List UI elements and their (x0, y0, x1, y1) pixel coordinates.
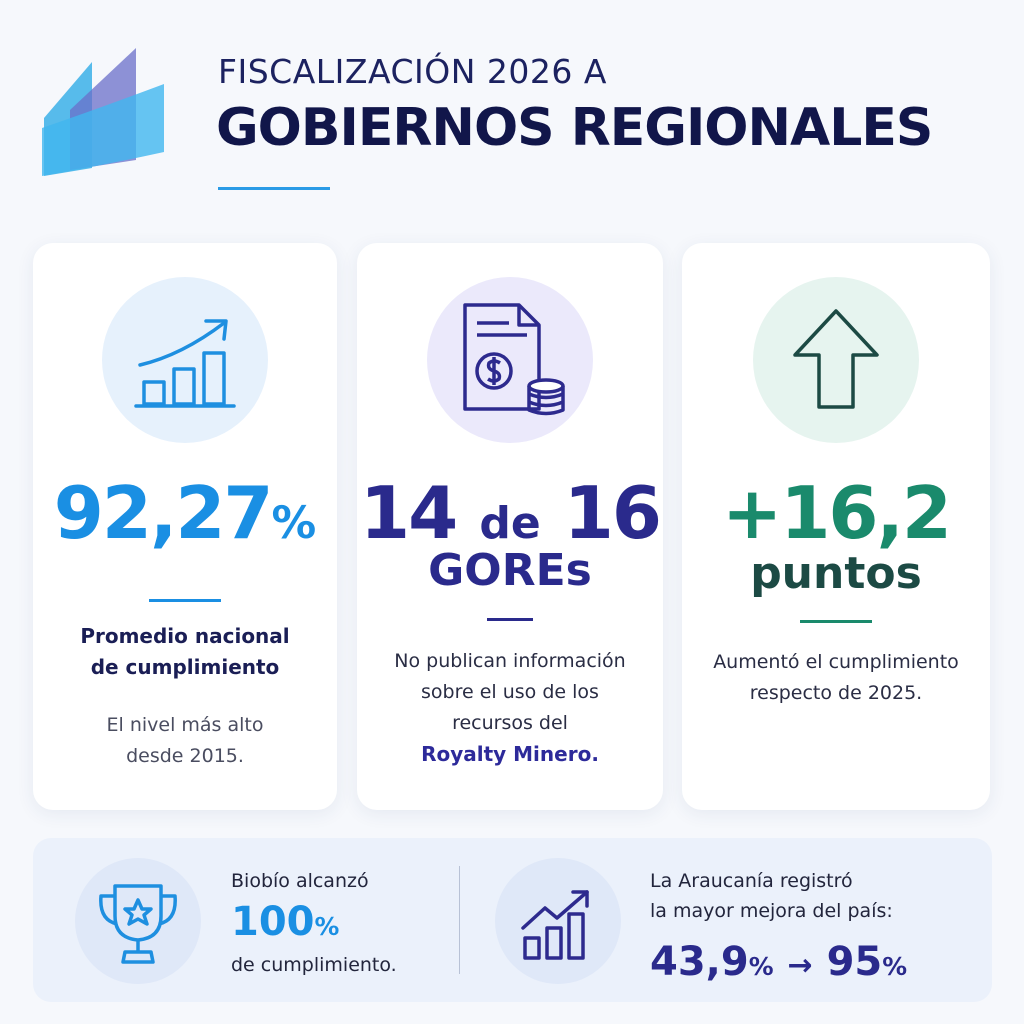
label: Promedio nacional de cumplimiento (33, 621, 337, 683)
stat-unit: % (271, 497, 317, 549)
stat: +16,2 (722, 471, 952, 555)
stat-value: 14 (360, 471, 458, 555)
left-stat: 100% (231, 902, 339, 947)
icon-circle (495, 858, 621, 984)
logo (42, 48, 164, 176)
stat-subtitle: puntos (750, 548, 922, 599)
note-line: El nivel más alto (106, 714, 264, 736)
to-unit: % (882, 952, 908, 981)
icon-circle (102, 277, 268, 443)
growth-icon (134, 319, 236, 408)
right-stat: 43,9% → 95% (650, 942, 907, 987)
stat-value: 100 (231, 899, 315, 945)
stat: 14 de 16 (357, 471, 663, 555)
divider (800, 620, 872, 623)
stat-connector: de (479, 498, 541, 549)
icon-circle (753, 277, 919, 443)
to-value: 95 (826, 939, 883, 985)
from-unit: % (748, 952, 774, 981)
right-text: La Araucanía registró la mayor mejora de… (650, 866, 893, 926)
from-value: 43,9 (650, 939, 749, 985)
right-line: la mayor mejora del país: (650, 900, 893, 922)
divider (149, 599, 221, 602)
divider (487, 618, 533, 621)
stat: 92,27% (33, 471, 337, 555)
stat-subtitle: GOREs (428, 545, 592, 596)
document-money-icon (463, 303, 565, 416)
card: +16,2 puntos Aumentó el cumplimiento res… (682, 243, 990, 810)
right-line: La Araucanía registró (650, 870, 853, 892)
highlights-panel: Biobío alcanzó 100% de cumplimiento. La … (33, 838, 992, 1002)
arrow-up-icon (793, 309, 879, 409)
body-line: Aumentó el cumplimiento (713, 651, 959, 673)
note: El nivel más alto desde 2015. (33, 710, 337, 772)
note-line: desde 2015. (126, 745, 244, 767)
trophy-icon (99, 884, 177, 964)
card: 92,27% Promedio nacional de cumplimiento… (33, 243, 337, 810)
arrow: → (787, 948, 813, 983)
highlight: Royalty Minero. (421, 742, 599, 766)
title: GOBIERNOS REGIONALES (216, 98, 933, 158)
growth-icon (521, 890, 589, 960)
card: 14 de 16 GOREs No publican información s… (357, 243, 663, 810)
body-line: recursos del (452, 712, 568, 734)
body-line: sobre el uso de los (421, 681, 599, 703)
body-line: No publican información (394, 650, 626, 672)
stat-value: 16 (563, 471, 662, 555)
body: Aumentó el cumplimiento respecto de 2025… (682, 647, 990, 709)
body-line: respecto de 2025. (749, 682, 923, 704)
icon-circle (427, 277, 593, 443)
left-outro: de cumplimiento. (231, 954, 397, 976)
stat-value: 92,27 (53, 471, 274, 555)
label-line: de cumplimiento (90, 655, 280, 679)
kicker: FISCALIZACIÓN 2026 A (218, 52, 607, 91)
separator (459, 866, 460, 974)
label-line: Promedio nacional (80, 624, 290, 648)
body: No publican información sobre el uso de … (357, 646, 663, 770)
left-intro: Biobío alcanzó (231, 870, 369, 892)
stat-unit: % (314, 912, 340, 941)
icon-circle (75, 858, 201, 984)
title-underline (218, 187, 330, 190)
